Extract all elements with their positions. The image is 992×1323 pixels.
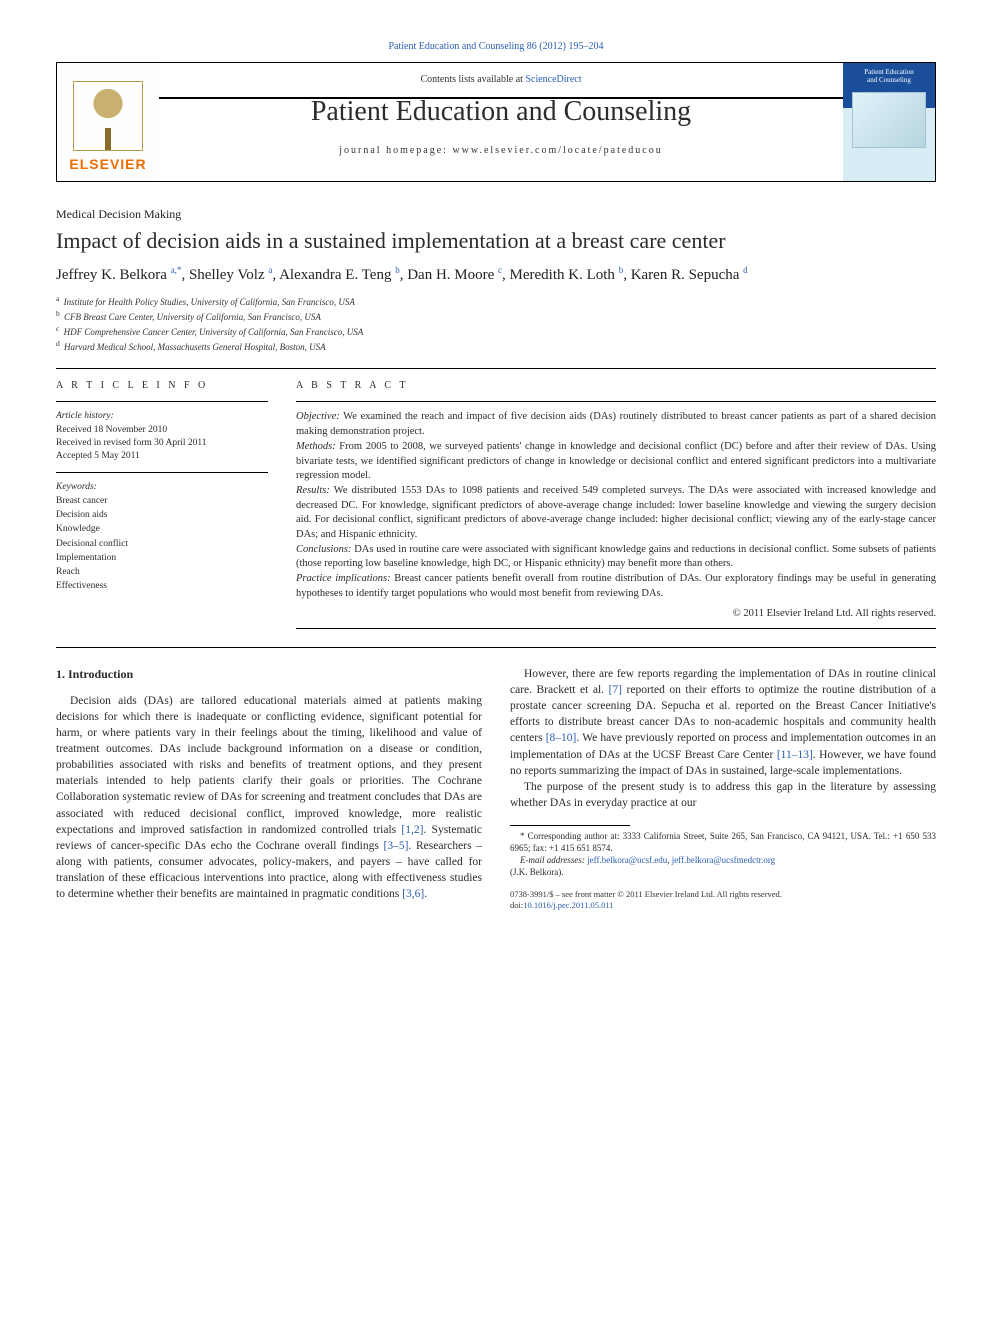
- doi-link[interactable]: 10.1016/j.pec.2011.05.011: [523, 900, 613, 910]
- divider: [56, 368, 936, 369]
- body-text: 1. Introduction Decision aids (DAs) are …: [56, 666, 936, 912]
- running-header: Patient Education and Counseling 86 (201…: [56, 40, 936, 54]
- body-paragraph: However, there are few reports regarding…: [510, 666, 936, 779]
- email-owner: (J.K. Belkora).: [510, 866, 936, 878]
- keywords-label: Keywords:: [56, 481, 268, 494]
- section-heading: 1. Introduction: [56, 666, 482, 683]
- keyword: Reach: [56, 565, 268, 579]
- divider: [56, 647, 936, 648]
- journal-name: Patient Education and Counseling: [311, 92, 691, 131]
- keyword: Decision aids: [56, 508, 268, 522]
- affiliations: a Institute for Health Policy Studies, U…: [56, 294, 936, 354]
- article-title: Impact of decision aids in a sustained i…: [56, 227, 936, 255]
- citation-ref[interactable]: [7]: [609, 684, 622, 696]
- citation-ref[interactable]: [8–10]: [546, 732, 577, 744]
- email-label: E-mail addresses:: [520, 855, 587, 865]
- article-info-heading: A R T I C L E I N F O: [56, 379, 268, 393]
- abstract-copyright: © 2011 Elsevier Ireland Ltd. All rights …: [296, 607, 936, 622]
- abstract-heading: A B S T R A C T: [296, 379, 936, 393]
- affiliation: a Institute for Health Policy Studies, U…: [56, 294, 936, 309]
- body-paragraph: Decision aids (DAs) are tailored educati…: [56, 693, 482, 902]
- elsevier-logo: ELSEVIER: [57, 63, 159, 181]
- journal-header: ELSEVIER Contents lists available at Sci…: [56, 62, 936, 182]
- email-link[interactable]: jeff.belkora@ucsf.edu: [587, 855, 667, 865]
- doi-label: doi:: [510, 900, 523, 910]
- abstract-text: Breast cancer patients benefit overall f…: [296, 573, 936, 599]
- abstract-item: Objective: We examined the reach and imp…: [296, 410, 936, 439]
- citation-ref[interactable]: [1,2]: [401, 824, 423, 836]
- contents-prefix: Contents lists available at: [420, 74, 525, 85]
- keyword: Decisional conflict: [56, 537, 268, 551]
- footnote-rule: [510, 825, 630, 826]
- keyword: Breast cancer: [56, 494, 268, 508]
- history-label: Article history:: [56, 410, 268, 423]
- elsevier-wordmark: ELSEVIER: [69, 155, 146, 175]
- article-section: Medical Decision Making: [56, 206, 936, 223]
- abstract-label: Objective:: [296, 411, 340, 422]
- contents-available-line: Contents lists available at ScienceDirec…: [420, 73, 581, 87]
- citation-ref[interactable]: [11–13]: [777, 749, 813, 761]
- affiliation: b CFB Breast Care Center, University of …: [56, 309, 936, 324]
- body-paragraph: The purpose of the present study is to a…: [510, 779, 936, 811]
- authors: Jeffrey K. Belkora a,*, Shelley Volz a, …: [56, 264, 936, 286]
- article-info: A R T I C L E I N F O Article history: R…: [56, 379, 268, 629]
- abstract-item: Practice implications: Breast cancer pat…: [296, 572, 936, 601]
- abstract-label: Methods:: [296, 441, 336, 452]
- email-link[interactable]: jeff.belkora@ucsfmedctr.org: [672, 855, 775, 865]
- running-header-link[interactable]: Patient Education and Counseling 86 (201…: [389, 41, 604, 52]
- abstract-item: Conclusions: DAs used in routine care we…: [296, 543, 936, 572]
- keyword: Implementation: [56, 551, 268, 565]
- abstract-text: We examined the reach and impact of five…: [296, 411, 936, 437]
- issn-line: 0738-3991/$ – see front matter © 2011 El…: [510, 889, 936, 901]
- history-item: Accepted 5 May 2011: [56, 450, 268, 463]
- abstract: A B S T R A C T Objective: We examined t…: [296, 379, 936, 629]
- abstract-text: DAs used in routine care were associated…: [296, 544, 936, 570]
- footnotes: * Corresponding author at: 3333 Californ…: [510, 830, 936, 879]
- cover-image-icon: [852, 92, 926, 148]
- journal-header-center: Contents lists available at ScienceDirec…: [159, 63, 843, 181]
- corresponding-author: * Corresponding author at: 3333 Californ…: [510, 830, 936, 854]
- abstract-text: We distributed 1553 DAs to 1098 patients…: [296, 485, 936, 540]
- page: Patient Education and Counseling 86 (201…: [0, 0, 992, 940]
- abstract-label: Results:: [296, 485, 330, 496]
- affiliation: c HDF Comprehensive Cancer Center, Unive…: [56, 324, 936, 339]
- cover-title: Patient Educationand Counseling: [864, 69, 914, 84]
- bottom-meta: 0738-3991/$ – see front matter © 2011 El…: [510, 889, 936, 913]
- journal-cover-thumb: Patient Educationand Counseling: [843, 63, 935, 181]
- info-abstract-row: A R T I C L E I N F O Article history: R…: [56, 379, 936, 629]
- journal-homepage: journal homepage: www.elsevier.com/locat…: [339, 144, 663, 158]
- history-item: Received in revised form 30 April 2011: [56, 437, 268, 450]
- elsevier-tree-icon: [73, 81, 143, 151]
- abstract-label: Practice implications:: [296, 573, 391, 584]
- citation-ref[interactable]: [3–5]: [384, 840, 409, 852]
- abstract-text: From 2005 to 2008, we surveyed patients'…: [296, 441, 936, 481]
- keyword: Knowledge: [56, 522, 268, 536]
- email-line: E-mail addresses: jeff.belkora@ucsf.edu,…: [510, 854, 936, 866]
- abstract-label: Conclusions:: [296, 544, 351, 555]
- affiliation: d Harvard Medical School, Massachusetts …: [56, 339, 936, 354]
- keyword: Effectiveness: [56, 579, 268, 593]
- sciencedirect-link[interactable]: ScienceDirect: [525, 74, 581, 85]
- history-list: Received 18 November 2010Received in rev…: [56, 424, 268, 464]
- keywords-list: Breast cancerDecision aidsKnowledgeDecis…: [56, 494, 268, 594]
- abstract-item: Results: We distributed 1553 DAs to 1098…: [296, 484, 936, 543]
- history-item: Received 18 November 2010: [56, 424, 268, 437]
- citation-ref[interactable]: [3,6]: [402, 888, 424, 900]
- abstract-item: Methods: From 2005 to 2008, we surveyed …: [296, 440, 936, 484]
